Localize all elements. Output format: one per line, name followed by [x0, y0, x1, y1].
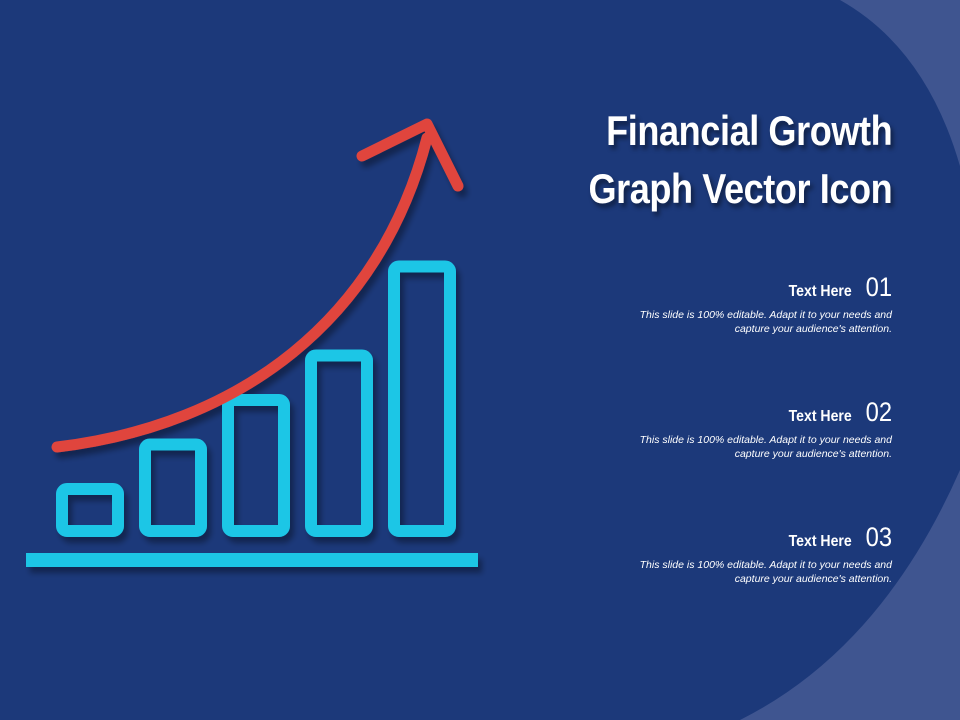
point-heading: Text Here 02 — [562, 397, 892, 428]
point-description: This slide is 100% editable. Adapt it to… — [562, 308, 892, 336]
text-point-3: Text Here 03 This slide is 100% editable… — [562, 522, 892, 586]
point-label: Text Here — [788, 408, 852, 425]
growth-arrow-curve — [51, 132, 433, 453]
icon-bar-4 — [305, 349, 373, 537]
point-description: This slide is 100% editable. Adapt it to… — [562, 558, 892, 586]
text-point-2: Text Here 02 This slide is 100% editable… — [562, 397, 892, 461]
text-point-1: Text Here 01 This slide is 100% editable… — [562, 272, 892, 336]
title-line-2: Graph Vector Icon — [588, 165, 892, 212]
point-description-line: This slide is 100% editable. Adapt it to… — [639, 309, 892, 321]
point-description-line: capture your audience's attention. — [734, 448, 892, 460]
slide-title: Financial Growth Graph Vector Icon — [588, 102, 892, 218]
icon-bar-2 — [139, 438, 207, 537]
growth-arrow-head — [356, 118, 464, 192]
icon-bar-3 — [222, 394, 290, 537]
point-label: Text Here — [788, 283, 852, 300]
icon-bar-1 — [56, 483, 124, 537]
point-number: 01 — [865, 272, 892, 302]
point-description-line: This slide is 100% editable. Adapt it to… — [639, 559, 892, 571]
point-description-line: capture your audience's attention. — [734, 323, 892, 335]
title-line-1: Financial Growth — [605, 107, 893, 154]
point-heading: Text Here 03 — [562, 522, 892, 553]
point-description-line: This slide is 100% editable. Adapt it to… — [639, 434, 892, 446]
point-label: Text Here — [788, 533, 852, 550]
point-number: 02 — [865, 397, 892, 427]
point-description: This slide is 100% editable. Adapt it to… — [562, 433, 892, 461]
point-heading: Text Here 01 — [562, 272, 892, 303]
baseline — [26, 553, 478, 567]
icon-bar-5 — [388, 260, 456, 537]
point-number: 03 — [865, 522, 892, 552]
point-description-line: capture your audience's attention. — [734, 573, 892, 585]
